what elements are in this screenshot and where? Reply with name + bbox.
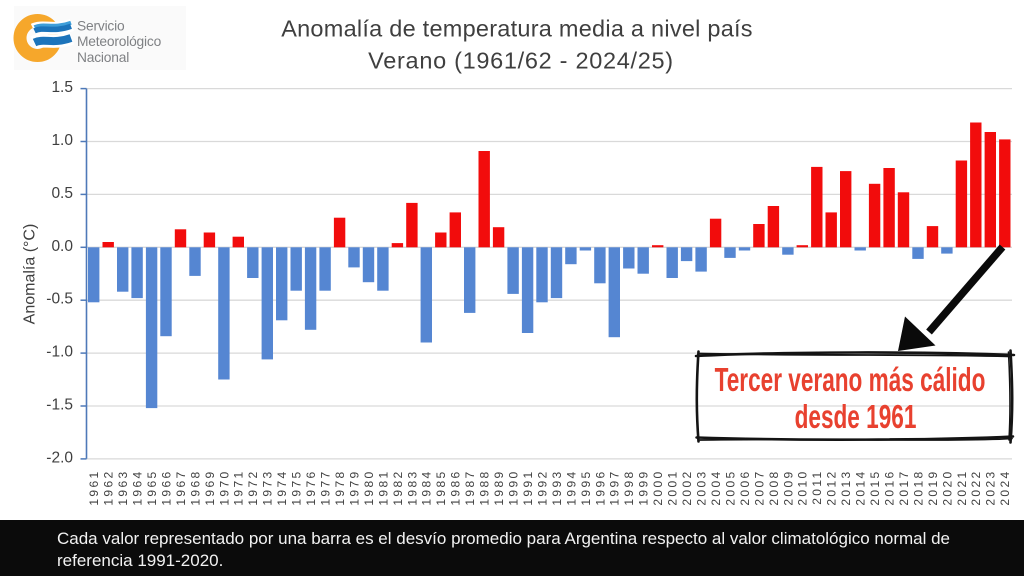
svg-text:Tercer verano más cálido: Tercer verano más cálido <box>715 361 986 398</box>
svg-text:1978: 1978 <box>333 470 347 506</box>
svg-text:2005: 2005 <box>723 470 737 506</box>
svg-text:1972: 1972 <box>246 470 260 506</box>
svg-text:2018: 2018 <box>911 470 925 506</box>
svg-text:referencia 1991-2020.: referencia 1991-2020. <box>57 551 223 570</box>
svg-text:2022: 2022 <box>969 470 983 506</box>
svg-text:1974: 1974 <box>275 470 289 506</box>
svg-text:1980: 1980 <box>362 470 376 506</box>
svg-text:1975: 1975 <box>290 470 304 506</box>
svg-text:1990: 1990 <box>507 470 521 506</box>
svg-text:1989: 1989 <box>492 470 506 506</box>
svg-text:Cada valor representado por un: Cada valor representado por una barra es… <box>57 529 950 548</box>
svg-text:2023: 2023 <box>984 470 998 506</box>
svg-text:2010: 2010 <box>796 470 810 506</box>
svg-text:1965: 1965 <box>145 470 159 506</box>
svg-text:desde 1961: desde 1961 <box>795 398 917 435</box>
svg-text:1985: 1985 <box>434 470 448 506</box>
svg-text:1967: 1967 <box>174 470 188 506</box>
svg-text:2000: 2000 <box>651 470 665 506</box>
svg-text:1968: 1968 <box>188 470 202 506</box>
svg-text:2024: 2024 <box>998 470 1012 506</box>
svg-text:1964: 1964 <box>131 470 145 506</box>
svg-text:1970: 1970 <box>217 470 231 506</box>
svg-text:-1.0: -1.0 <box>46 344 73 361</box>
svg-text:Anomalía de temperatura media: Anomalía de temperatura media a nivel pa… <box>281 16 753 42</box>
svg-text:1969: 1969 <box>203 470 217 506</box>
svg-text:1961: 1961 <box>87 470 101 506</box>
svg-text:1995: 1995 <box>579 470 593 506</box>
svg-text:2021: 2021 <box>955 470 969 506</box>
svg-text:2007: 2007 <box>752 470 766 506</box>
svg-text:1962: 1962 <box>102 470 116 506</box>
svg-text:1.0: 1.0 <box>51 132 73 149</box>
svg-text:1994: 1994 <box>564 470 578 506</box>
svg-text:2002: 2002 <box>680 470 694 506</box>
svg-text:2014: 2014 <box>854 470 868 506</box>
svg-text:1981: 1981 <box>376 470 390 506</box>
svg-text:1963: 1963 <box>116 470 130 506</box>
svg-text:1982: 1982 <box>391 470 405 506</box>
svg-text:1979: 1979 <box>347 470 361 506</box>
svg-text:1997: 1997 <box>608 470 622 506</box>
svg-text:2006: 2006 <box>738 470 752 506</box>
svg-text:2008: 2008 <box>767 470 781 506</box>
svg-text:2016: 2016 <box>883 470 897 506</box>
svg-text:1977: 1977 <box>319 470 333 506</box>
svg-text:-0.5: -0.5 <box>46 291 73 308</box>
svg-text:-1.5: -1.5 <box>46 397 73 414</box>
svg-text:1999: 1999 <box>637 470 651 506</box>
svg-text:2011: 2011 <box>810 470 824 505</box>
svg-text:0.5: 0.5 <box>51 185 73 202</box>
svg-text:Verano (1961/62 - 2024/25): Verano (1961/62 - 2024/25) <box>368 48 674 74</box>
svg-text:2012: 2012 <box>825 470 839 506</box>
svg-text:1992: 1992 <box>535 470 549 506</box>
svg-text:1973: 1973 <box>261 470 275 506</box>
svg-text:Servicio: Servicio <box>77 19 125 34</box>
svg-text:1988: 1988 <box>478 470 492 506</box>
svg-text:Meteorológico: Meteorológico <box>77 34 162 49</box>
svg-text:1987: 1987 <box>463 470 477 506</box>
svg-text:1.5: 1.5 <box>51 79 73 96</box>
svg-text:1993: 1993 <box>550 470 564 506</box>
svg-text:1983: 1983 <box>405 470 419 506</box>
svg-text:2020: 2020 <box>940 470 954 506</box>
svg-text:1991: 1991 <box>521 470 535 506</box>
svg-text:0.0: 0.0 <box>51 238 73 255</box>
svg-text:Anomalía (°C): Anomalía (°C) <box>22 224 39 325</box>
svg-text:1976: 1976 <box>304 470 318 506</box>
svg-text:2001: 2001 <box>666 470 680 506</box>
svg-text:2004: 2004 <box>709 470 723 506</box>
svg-text:2015: 2015 <box>868 470 882 506</box>
svg-text:1986: 1986 <box>449 470 463 506</box>
svg-text:2009: 2009 <box>781 470 795 506</box>
svg-text:2017: 2017 <box>897 470 911 506</box>
svg-text:1984: 1984 <box>420 470 434 506</box>
svg-text:1998: 1998 <box>622 470 636 506</box>
svg-text:Nacional: Nacional <box>77 50 129 65</box>
svg-text:2013: 2013 <box>839 470 853 506</box>
svg-text:1966: 1966 <box>159 470 173 506</box>
svg-text:2003: 2003 <box>695 470 709 506</box>
svg-text:-2.0: -2.0 <box>46 449 73 466</box>
svg-text:1971: 1971 <box>232 470 246 506</box>
svg-text:2019: 2019 <box>926 470 940 506</box>
svg-text:1996: 1996 <box>593 470 607 506</box>
